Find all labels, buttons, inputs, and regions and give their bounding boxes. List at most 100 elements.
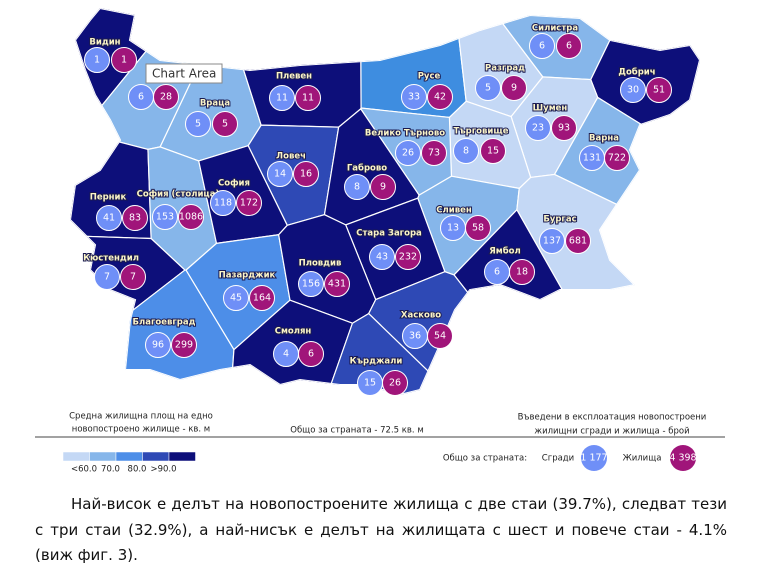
dwellings-bubble xyxy=(324,271,350,297)
buildings-value: 5 xyxy=(485,83,491,94)
dwellings-value: 15 xyxy=(487,146,499,157)
dwellings-bubble xyxy=(249,285,275,311)
dwellings-bubble xyxy=(120,264,146,290)
dwellings-value: 11 xyxy=(302,93,314,104)
dwellings-value: 73 xyxy=(428,148,440,159)
legend-title: Въведени в експлоатация новопостроени xyxy=(518,413,707,423)
buildings-bubble xyxy=(620,77,646,103)
legend: Средна жилищна площ на едно новопостроен… xyxy=(35,412,725,475)
buildings-value: 153 xyxy=(156,212,174,223)
legend-swatch xyxy=(89,451,117,462)
dwellings-bubble xyxy=(465,215,491,241)
buildings-value: 7 xyxy=(104,272,110,283)
buildings-value: 11 xyxy=(276,93,288,104)
dwellings-value: 93 xyxy=(558,123,570,134)
dwellings-value: 232 xyxy=(399,252,417,263)
dwellings-bubble xyxy=(293,161,319,187)
buildings-value: 23 xyxy=(532,123,544,134)
dwellings-bubble xyxy=(646,77,672,103)
buildings-value: 8 xyxy=(463,146,469,157)
legend-class-label: 70.0 xyxy=(101,465,120,475)
dwellings-bubble xyxy=(178,204,204,230)
buildings-bubble xyxy=(152,204,178,230)
buildings-value: 96 xyxy=(152,340,164,351)
buildings-value: 36 xyxy=(409,331,421,342)
region-name: Стара Загора xyxy=(356,229,422,239)
dwellings-bubble xyxy=(421,140,447,166)
region-name: Добрич xyxy=(618,67,655,78)
dwellings-bubble xyxy=(370,174,396,200)
region-name: Пазарджик xyxy=(219,271,276,281)
legend-class-label: <60.0 xyxy=(71,465,97,475)
dwellings-value: 54 xyxy=(434,331,446,342)
dwellings-bubble xyxy=(604,145,630,171)
dwellings-bubble xyxy=(295,85,321,111)
buildings-value: 5 xyxy=(195,119,201,130)
total-label: Общо за страната: xyxy=(443,454,527,464)
buildings-label: Сгради xyxy=(542,454,574,464)
buildings-bubble xyxy=(269,85,295,111)
dwellings-bubble xyxy=(427,323,453,349)
region-name: Пловдив xyxy=(299,259,342,269)
dwellings-bubble xyxy=(427,84,453,110)
buildings-value: 137 xyxy=(543,236,561,247)
buildings-value: 156 xyxy=(302,279,320,290)
dwellings-value: 58 xyxy=(472,223,484,234)
buildings-value: 4 xyxy=(283,349,289,360)
region-name: Враца xyxy=(200,99,231,109)
dwellings-bubble xyxy=(153,84,179,110)
dwellings-value: 1 xyxy=(121,55,127,66)
legend-title: новопостроено жилище - кв. м xyxy=(72,425,210,435)
buildings-value: 33 xyxy=(408,92,420,103)
buildings-value: 45 xyxy=(230,293,242,304)
legend-class-label: >90.0 xyxy=(150,465,176,475)
buildings-total-bubble xyxy=(581,445,607,471)
buildings-bubble xyxy=(267,161,293,187)
region-name: Кърджали xyxy=(350,357,403,367)
buildings-bubble xyxy=(84,47,110,73)
legend-swatch xyxy=(62,451,90,462)
buildings-bubble xyxy=(298,271,324,297)
dwellings-value: 51 xyxy=(653,85,665,96)
buildings-value: 6 xyxy=(539,41,545,52)
buildings-bubble xyxy=(185,111,211,137)
buildings-bubble xyxy=(94,264,120,290)
map: Видин11Монтана628Враца55Плевен1111Русе33… xyxy=(35,8,725,475)
region-name: Габрово xyxy=(347,163,387,174)
buildings-value: 13 xyxy=(447,223,459,234)
buildings-value: 43 xyxy=(376,252,388,263)
dwellings-value: 9 xyxy=(511,83,517,94)
dwellings-total: 4 398 xyxy=(669,453,696,464)
buildings-value: 1 xyxy=(94,55,100,66)
region-name: Благоевград xyxy=(133,318,196,328)
dwellings-value: 26 xyxy=(389,378,401,389)
dwellings-bubble xyxy=(565,228,591,254)
legend-class-label: 80.0 xyxy=(128,465,147,475)
dwellings-value: 299 xyxy=(175,340,193,351)
dwellings-value: 42 xyxy=(434,92,446,103)
buildings-bubble xyxy=(369,244,395,270)
dwellings-bubble xyxy=(111,47,137,73)
labels: Видин11Монтана628Враца55Плевен1111Русе33… xyxy=(82,23,672,396)
buildings-bubble xyxy=(453,138,479,164)
dwellings-label: Жилища xyxy=(623,454,662,464)
buildings-value: 118 xyxy=(214,198,232,209)
region-name: Търговище xyxy=(453,127,508,137)
buildings-bubble xyxy=(395,140,421,166)
buildings-value: 8 xyxy=(354,182,360,193)
dwellings-value: 681 xyxy=(569,236,587,247)
buildings-value: 6 xyxy=(138,92,144,103)
dwellings-value: 172 xyxy=(240,198,258,209)
dwellings-value: 6 xyxy=(308,349,314,360)
buildings-bubble xyxy=(539,228,565,254)
tooltip-text: Chart Area xyxy=(152,67,216,81)
dwellings-value: 722 xyxy=(608,153,626,164)
region-name: Хасково xyxy=(401,311,441,321)
dwellings-total-bubble xyxy=(670,445,696,471)
buildings-value: 30 xyxy=(627,85,639,96)
dwellings-value: 164 xyxy=(253,293,271,304)
dwellings-value: 83 xyxy=(129,213,141,224)
buildings-bubble xyxy=(96,205,122,231)
legend-title: Средна жилищна площ на едно xyxy=(69,412,213,422)
